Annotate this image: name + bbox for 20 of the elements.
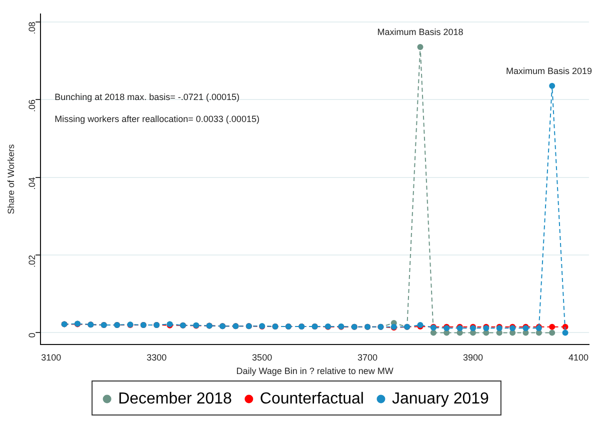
x-tick-label: 3300: [146, 352, 167, 362]
annotation: Maximum Basis 2018: [377, 27, 464, 38]
y-tick-label: .02: [27, 255, 38, 268]
x-tick-label: 3500: [252, 352, 272, 362]
y-tick-label: .08: [27, 22, 38, 34]
x-tick-label: 3900: [462, 352, 484, 362]
x-tick-label: 3700: [358, 352, 378, 362]
legend-label: December 2018: [118, 390, 232, 408]
annotation: Maximum Basis 2019: [506, 66, 592, 76]
legend-label: January 2019: [392, 390, 490, 408]
x-tick-label: 4100: [568, 352, 588, 362]
x-tick-label: 3100: [41, 352, 62, 362]
y-tick-label: .06: [27, 100, 38, 112]
y-tick-label: 0: [27, 332, 38, 338]
x-axis-title: Daily Wage Bin in ? relative to new MW: [236, 366, 394, 376]
legend-label: Counterfactual: [260, 390, 364, 408]
y-axis-title: Share of Workers: [6, 144, 16, 214]
y-tick-label: .04: [27, 177, 38, 190]
annotation: Bunching at 2018 max. basis= -.0721 (.00015): [54, 92, 240, 102]
annotation: Missing workers after reallocation= 0.0033 (.00015): [54, 114, 260, 124]
